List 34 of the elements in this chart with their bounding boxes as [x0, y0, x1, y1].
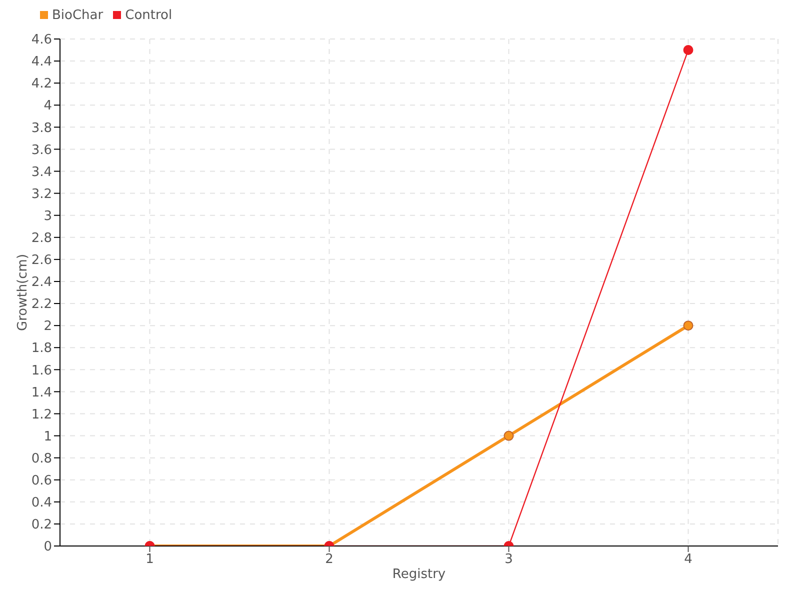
y-tick-label: 2.6: [31, 253, 52, 268]
x-tick-label: 3: [504, 552, 513, 568]
y-tick-label: 0.6: [31, 473, 52, 488]
point: [683, 45, 694, 56]
legend-label: Control: [125, 8, 172, 23]
y-tick-label: 4: [44, 98, 52, 114]
y-tick-label: 1.6: [31, 363, 52, 378]
y-tick-label: 1: [44, 429, 52, 444]
x-tick-label: 2: [325, 552, 334, 568]
y-tick-label: 3: [44, 208, 52, 224]
y-tick-label: 3.4: [31, 164, 52, 180]
x-tick-label: 1: [146, 552, 154, 568]
y-tick-label: 3.8: [31, 120, 52, 136]
y-tick-label: 2.4: [31, 275, 52, 290]
y-tick-label: 4.6: [31, 32, 52, 48]
y-tick-label: 0.4: [31, 496, 52, 511]
y-tick-label: 2.2: [31, 297, 52, 312]
y-tick-label: 4.2: [31, 76, 52, 92]
x-axis-title: Registry: [392, 567, 446, 582]
y-tick-label: 3.2: [31, 186, 52, 202]
y-tick-label: 0.2: [31, 518, 52, 533]
y-tick-label: 4.4: [31, 54, 52, 70]
x-tick-label: 4: [684, 552, 692, 568]
y-tick-label: 1.8: [31, 341, 52, 356]
y-tick-label: 2: [44, 319, 52, 334]
y-axis-title: Growth(cm): [16, 254, 31, 332]
legend-label: BioChar: [52, 8, 104, 23]
y-tick-label: 2.8: [31, 231, 52, 246]
y-tick-label: 0.8: [31, 451, 52, 466]
y-tick-label: 0: [44, 540, 52, 555]
y-tick-label: 3.6: [31, 142, 52, 158]
y-tick-label: 1.4: [31, 385, 52, 400]
y-tick-label: 1.2: [31, 407, 52, 422]
point: [683, 320, 694, 331]
